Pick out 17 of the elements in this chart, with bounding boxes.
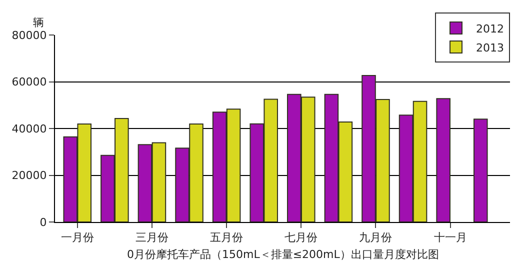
x-tick-label: 一月份 bbox=[60, 231, 94, 244]
legend-label: 2013 bbox=[476, 41, 504, 54]
text: 0月份摩托车产品（150mL＜排量≤200mL）出口量月度对比图 bbox=[127, 248, 439, 261]
y-tick-label: 20000 bbox=[12, 169, 47, 182]
y-axis-title: 辆 bbox=[33, 16, 44, 29]
x-tick-label: 十一月 bbox=[434, 231, 467, 244]
x-tick-label: 七月份 bbox=[284, 231, 318, 244]
x-tick-label: 九月份 bbox=[359, 231, 392, 244]
bar bbox=[436, 98, 450, 222]
y-tick-label: 40000 bbox=[12, 122, 47, 136]
y-tick-label: 0 bbox=[40, 216, 47, 229]
x-tick-label: 五月份 bbox=[210, 231, 244, 244]
x-tick-label: 三月份 bbox=[135, 231, 168, 244]
legend-label: 2012 bbox=[476, 22, 504, 36]
bar bbox=[473, 118, 488, 222]
y-tick-label: 80000 bbox=[12, 28, 47, 42]
y-tick-label: 60000 bbox=[12, 76, 47, 89]
